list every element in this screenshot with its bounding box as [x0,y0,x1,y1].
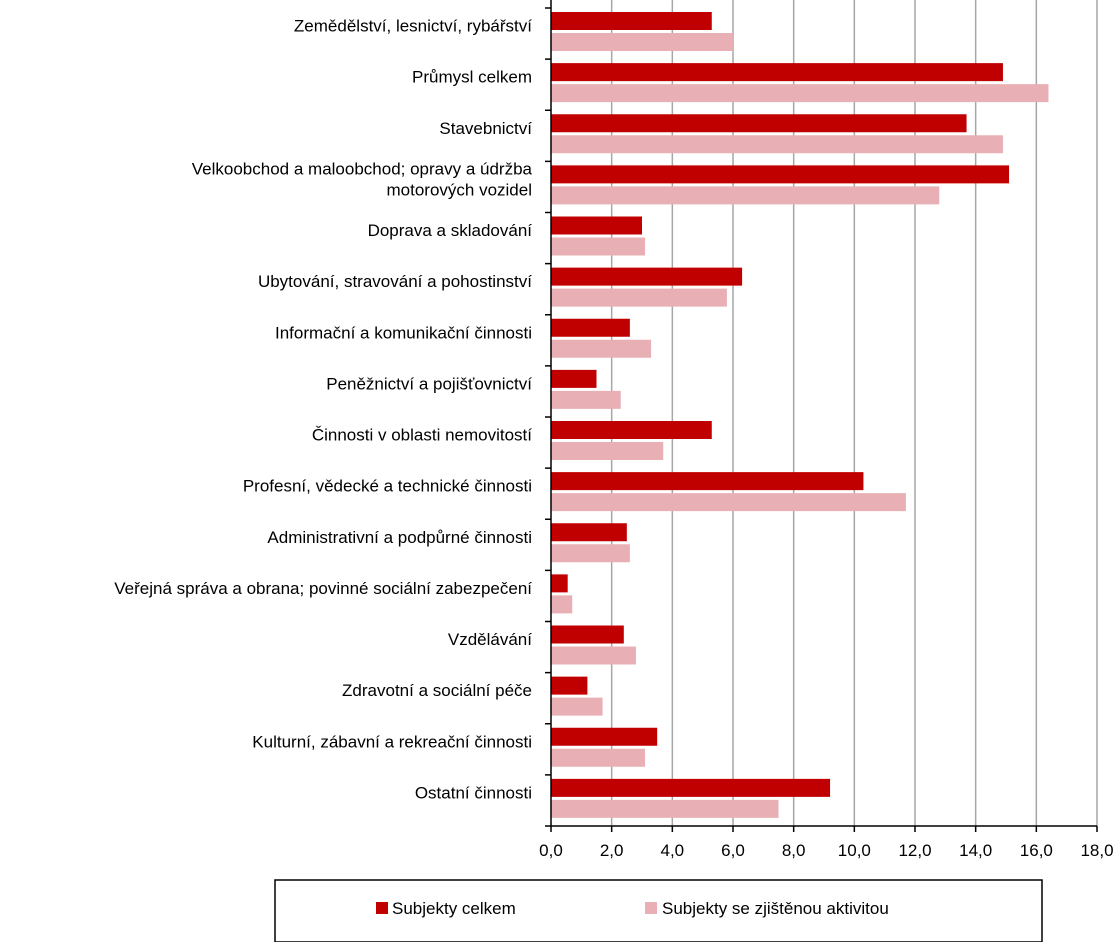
category-label: motorových vozidel [386,180,532,199]
legend-swatch-subjekty-celkem [376,902,388,914]
bar-subjekty-celkem-6 [551,318,630,337]
bar-subjekty-celkem-0 [551,12,712,30]
category-label: Zemědělství, lesnictví, rybářství [294,17,532,36]
x-tick-label: 18,0 [1080,841,1113,860]
bar-subjekty-se-zjistenou-aktivitou-14 [551,748,646,767]
category-label: Veřejná správa a obrana; povinné sociáln… [114,579,532,598]
x-tick-label: 6,0 [721,841,745,860]
category-label: Ostatní činnosti [415,783,532,802]
category-label: Vzdělávání [448,630,532,649]
bar-subjekty-celkem-12 [551,625,624,644]
bar-subjekty-celkem-8 [551,421,712,439]
x-tick-label: 8,0 [782,841,806,860]
legend-box [274,879,1043,942]
bars [551,12,1049,818]
legend-label-subjekty-celkem: Subjekty celkem [392,899,516,918]
legend: Subjekty celkem Subjekty se zjištěnou ak… [274,879,1043,942]
category-label: Stavebnictví [439,119,532,138]
bar-subjekty-se-zjistenou-aktivitou-4 [551,237,646,256]
bar-subjekty-se-zjistenou-aktivitou-13 [551,697,603,716]
category-label: Peněžnictví a pojišťovnictví [326,374,532,393]
bar-subjekty-celkem-2 [551,114,967,133]
category-label: Kulturní, zábavní a rekreační činnosti [252,732,532,751]
x-tick-label: 14,0 [959,841,992,860]
bar-subjekty-celkem-7 [551,369,597,388]
x-tick-label: 12,0 [898,841,931,860]
bar-subjekty-celkem-9 [551,472,864,491]
bar-subjekty-celkem-10 [551,523,627,542]
bar-subjekty-celkem-15 [551,778,831,797]
category-labels: Zemědělství, lesnictví, rybářství Průmysl… [114,17,532,803]
bar-subjekty-celkem-14 [551,727,658,746]
x-tick-label: 16,0 [1020,841,1053,860]
bar-subjekty-se-zjistenou-aktivitou-12 [551,646,636,665]
x-tick-label: 10,0 [838,841,871,860]
bar-subjekty-celkem-4 [551,216,642,235]
bar-subjekty-se-zjistenou-aktivitou-9 [551,493,906,512]
bar-subjekty-celkem-1 [551,63,1003,82]
bar-subjekty-se-zjistenou-aktivitou-10 [551,544,630,563]
bar-subjekty-se-zjistenou-aktivitou-11 [551,595,573,614]
bar-subjekty-celkem-11 [551,574,568,593]
x-tick-label: 2,0 [600,841,624,860]
x-tick-label: 4,0 [661,841,685,860]
bar-subjekty-celkem-3 [551,165,1010,184]
bar-subjekty-se-zjistenou-aktivitou-5 [551,288,727,307]
bar-subjekty-se-zjistenou-aktivitou-6 [551,339,652,358]
bar-subjekty-se-zjistenou-aktivitou-7 [551,390,621,409]
bar-subjekty-se-zjistenou-aktivitou-3 [551,186,940,205]
category-label: Administrativní a podpůrné činnosti [267,528,532,547]
bar-subjekty-celkem-13 [551,676,588,695]
bar-subjekty-se-zjistenou-aktivitou-8 [551,442,664,460]
bar-subjekty-se-zjistenou-aktivitou-0 [551,33,733,51]
category-label: Průmysl celkem [412,68,532,87]
category-label: Informační a komunikační činnosti [275,323,532,342]
legend-label-subjekty-se-zjistenou-aktivitou: Subjekty se zjištěnou aktivitou [662,899,889,918]
category-label: Činnosti v oblasti nemovitostí [312,426,532,445]
legend-swatch-subjekty-se-zjistenou-aktivitou [645,902,657,914]
x-axis: 0,0 2,0 4,0 6,0 8,0 10,0 12,0 14,0 16,0 18,0 [539,0,1114,860]
category-label: Zdravotní a sociální péče [342,681,532,700]
category-label: Ubytování, stravování a pohostinství [258,272,532,291]
x-tick-label: 0,0 [539,841,563,860]
category-label: Doprava a skladování [368,221,533,240]
bar-subjekty-celkem-5 [551,267,743,286]
category-label: Profesní, vědecké a technické činnosti [243,477,532,496]
category-label: Velkoobchod a maloobchod; opravy a údržb… [192,159,533,178]
bar-subjekty-se-zjistenou-aktivitou-2 [551,135,1003,154]
bar-subjekty-se-zjistenou-aktivitou-15 [551,799,779,818]
bar-subjekty-se-zjistenou-aktivitou-1 [551,84,1049,103]
